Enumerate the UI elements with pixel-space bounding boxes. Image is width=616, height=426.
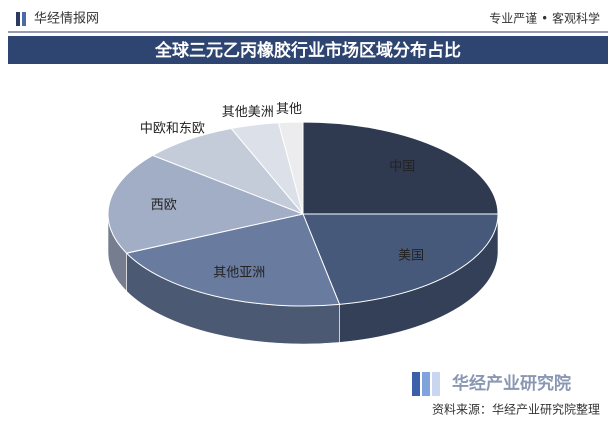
logo-bar: [16, 12, 20, 26]
slice-label: 中国: [389, 160, 415, 175]
logo-mark: [412, 372, 420, 396]
source: 资料来源：华经产业研究院整理: [432, 402, 600, 417]
brand: 华经情报网: [34, 12, 99, 27]
slogan: 专业严谨 • 客观科学: [489, 11, 600, 26]
slice: [107, 154, 305, 254]
chart-title: 全球三元乙丙橡胶行业市场区域分布占比: [154, 40, 461, 61]
slice: [125, 213, 341, 307]
slice-label: 西欧: [151, 198, 177, 213]
footer-logo: 华经产业研究院: [452, 373, 571, 394]
slice: [302, 121, 499, 215]
title-bar: [8, 36, 608, 64]
slice: [151, 127, 304, 215]
slice-label: 美国: [398, 249, 424, 264]
slice-label: 其他: [276, 102, 302, 117]
slice-label: 其他亚洲: [213, 266, 265, 281]
slice-label: 其他美洲: [222, 105, 274, 120]
slice-label: 中欧和东欧: [140, 122, 205, 137]
logo-bar: [22, 12, 26, 26]
logo-mark: [422, 372, 430, 396]
logo-mark: [432, 372, 440, 396]
slice: [277, 121, 304, 215]
slice: [302, 213, 499, 305]
